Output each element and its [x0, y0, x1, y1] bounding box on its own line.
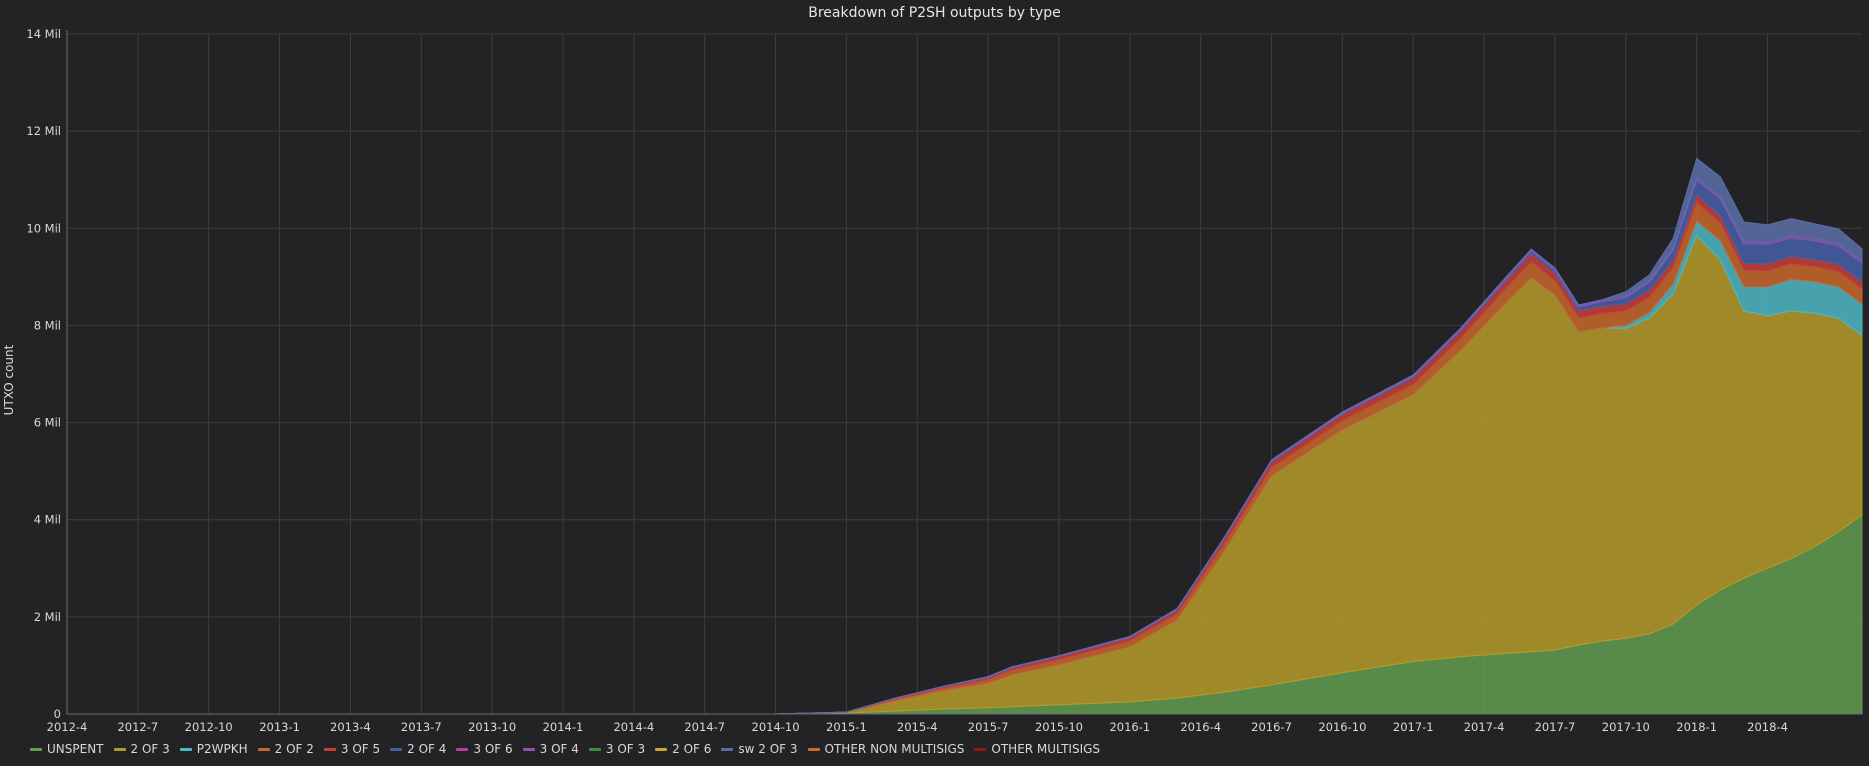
- legend-item[interactable]: 2 OF 6: [655, 742, 711, 756]
- legend-item[interactable]: 3 OF 4: [522, 742, 579, 756]
- x-tick-label: 2015-1: [826, 720, 867, 734]
- legend-label: 2 OF 6: [672, 742, 712, 756]
- legend-label: P2WPKH: [196, 742, 248, 756]
- legend-swatch: [113, 747, 126, 751]
- area-sw-2-of-3: [350, 157, 1863, 715]
- y-tick-label: 8 Mil: [34, 318, 61, 332]
- legend-label: 2 OF 2: [274, 742, 314, 756]
- legend-item[interactable]: 2 OF 4: [390, 742, 446, 756]
- legend-swatch: [323, 747, 336, 751]
- x-tick-label: 2015-7: [968, 720, 1009, 734]
- axis-layer: 0 2 Mil 4 Mil 6 Mil 8 Mil 10 Mil 12 Mil 14 Mil 2…: [26, 27, 1862, 734]
- legend-item[interactable]: 2 OF 2: [257, 742, 314, 756]
- legend-item[interactable]: OTHER MULTISIGS: [974, 742, 1100, 756]
- x-tick-label: 2013-4: [330, 720, 371, 734]
- stacked-area-chart: 0 2 Mil 4 Mil 6 Mil 8 Mil 10 Mil 12 Mil 14 Mil 2…: [26, 27, 1863, 734]
- legend-label: 3 OF 5: [340, 742, 381, 756]
- grid-layer: [66, 33, 1862, 715]
- legend-swatch: [390, 747, 403, 751]
- legend-swatch: [974, 747, 987, 751]
- legend: UNSPENT 2 OF 3 P2WPKH 2 OF 2 3 OF 5 2 OF 4 3 O…: [30, 742, 1110, 756]
- legend-label: 3 OF 4: [539, 742, 579, 756]
- legend-swatch: [179, 747, 192, 751]
- x-tick-label: 2014-7: [684, 720, 725, 734]
- x-tick-label: 2012-4: [47, 720, 88, 734]
- legend-swatch: [30, 747, 42, 751]
- x-tick-label: 2018-4: [1747, 720, 1788, 734]
- legend-item[interactable]: 3 OF 5: [323, 742, 381, 756]
- chart-title: Breakdown of P2SH outputs by type: [808, 5, 1061, 21]
- legend-label: UNSPENT: [47, 742, 104, 756]
- x-tick-label: 2015-4: [897, 720, 938, 734]
- y-tick-label: 2 Mil: [34, 610, 61, 624]
- legend-swatch: [588, 747, 601, 751]
- x-tick-label: 2017-7: [1535, 720, 1576, 734]
- x-tick-label: 2014-10: [752, 720, 800, 734]
- x-tick-label: 2017-10: [1602, 720, 1650, 734]
- area-layer: [350, 157, 1863, 715]
- y-tick-label: 6 Mil: [34, 416, 61, 430]
- x-tick-label: 2016-10: [1318, 720, 1366, 734]
- x-tick-label: 2016-4: [1180, 720, 1221, 734]
- legend-label: sw 2 OF 3: [738, 742, 798, 756]
- legend-swatch: [655, 747, 668, 751]
- x-tick-label: 2017-4: [1464, 720, 1505, 734]
- x-tick-label: 2016-7: [1251, 720, 1292, 734]
- x-tick-label: 2014-4: [613, 720, 654, 734]
- legend-swatch: [807, 747, 820, 751]
- legend-label: OTHER MULTISIGS: [991, 742, 1101, 756]
- x-tick-label: 2016-1: [1109, 720, 1150, 734]
- x-tick-label: 2013-10: [468, 720, 516, 734]
- x-tick-label: 2015-10: [1035, 720, 1083, 734]
- y-tick-label: 0: [54, 707, 61, 721]
- legend-item[interactable]: sw 2 OF 3: [721, 742, 798, 756]
- x-tick-label: 2012-10: [185, 720, 233, 734]
- y-tick-label: 14 Mil: [26, 27, 61, 41]
- y-tick-label: 4 Mil: [34, 513, 61, 527]
- legend-item[interactable]: UNSPENT: [30, 742, 104, 756]
- legend-item[interactable]: 2 OF 3: [113, 742, 170, 756]
- legend-label: 2 OF 3: [130, 742, 170, 756]
- y-tick-label: 12 Mil: [26, 124, 61, 138]
- legend-item[interactable]: P2WPKH: [179, 742, 248, 756]
- legend-item[interactable]: 3 OF 3: [588, 742, 646, 756]
- x-tick-label: 2012-7: [117, 720, 158, 734]
- legend-swatch: [522, 747, 535, 751]
- legend-item[interactable]: OTHER NON MULTISIGS: [807, 742, 965, 756]
- legend-label: 2 OF 4: [407, 742, 447, 756]
- legend-swatch: [721, 747, 734, 751]
- legend-label: OTHER NON MULTISIGS: [824, 742, 965, 756]
- x-tick-label: 2014-1: [543, 720, 584, 734]
- y-tick-label: 10 Mil: [26, 221, 61, 235]
- x-tick-label: 2013-7: [401, 720, 442, 734]
- x-tick-label: 2017-1: [1393, 720, 1434, 734]
- legend-swatch: [456, 747, 469, 751]
- legend-label: 3 OF 6: [473, 742, 513, 756]
- x-tick-label: 2018-1: [1676, 720, 1717, 734]
- legend-label: 3 OF 3: [605, 742, 646, 756]
- x-tick-label: 2013-1: [259, 720, 300, 734]
- legend-swatch: [257, 747, 270, 751]
- legend-item[interactable]: 3 OF 6: [456, 742, 513, 756]
